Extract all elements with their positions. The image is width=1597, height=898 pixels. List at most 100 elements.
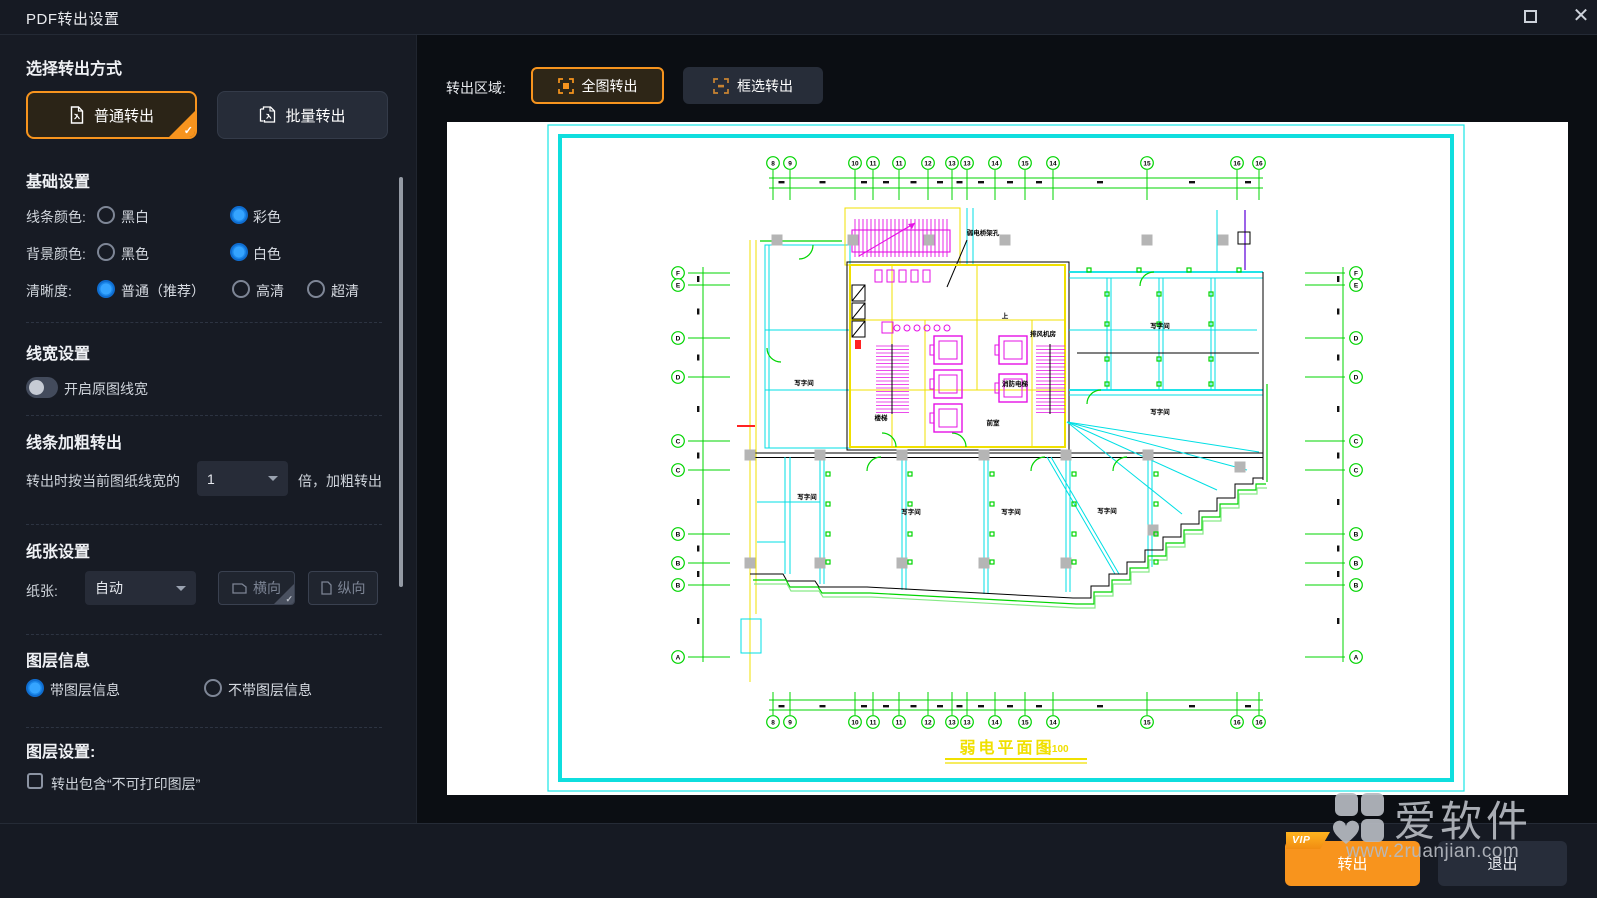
line-color-bw-label[interactable]: 黑白	[121, 209, 149, 225]
close-icon[interactable]: ✕	[1572, 5, 1590, 27]
box-select-export-label: 框选转出	[737, 77, 793, 94]
exit-button-label: 退出	[1487, 856, 1518, 873]
svg-text:16: 16	[1233, 719, 1241, 726]
box-select-export-button[interactable]: 框选转出	[683, 67, 823, 104]
bold-suffix-label: 倍，加粗转出	[298, 473, 382, 489]
svg-text:C: C	[676, 467, 681, 474]
divider	[26, 322, 382, 323]
without-layerinfo-radio[interactable]	[204, 679, 222, 697]
chevron-down-icon	[268, 476, 278, 481]
bg-color-white-label[interactable]: 白色	[253, 246, 281, 262]
nonprintable-layer-checkbox[interactable]	[27, 773, 43, 789]
titlebar: PDF转出设置 ✕	[0, 0, 1597, 35]
window-title: PDF转出设置	[26, 11, 120, 28]
divider	[26, 634, 382, 635]
portrait-button[interactable]: 纵向	[308, 571, 378, 605]
with-layerinfo-radio[interactable]	[26, 679, 44, 697]
clarity-uhd-label[interactable]: 超清	[331, 283, 359, 299]
landscape-button[interactable]: 横向 ✓	[218, 571, 295, 605]
full-drawing-export-label: 全图转出	[581, 77, 638, 94]
svg-text:写字间: 写字间	[794, 378, 814, 387]
svg-text:D: D	[676, 335, 681, 342]
svg-text:16: 16	[1233, 160, 1241, 167]
nonprintable-layer-label[interactable]: 转出包含“不可打印图层”	[51, 776, 201, 792]
svg-text:1:100: 1:100	[1043, 744, 1069, 755]
normal-export-button[interactable]: 普通转出 ✓	[26, 91, 197, 139]
line-color-color-radio[interactable]	[230, 206, 248, 224]
clarity-normal-label[interactable]: 普通（推荐）	[121, 283, 205, 299]
svg-text:上: 上	[1002, 311, 1009, 320]
svg-text:B: B	[676, 560, 681, 567]
svg-text:10: 10	[851, 160, 859, 167]
portrait-label: 纵向	[337, 580, 366, 596]
line-color-color-label[interactable]: 彩色	[253, 209, 281, 225]
svg-text:D: D	[676, 374, 681, 381]
sidebar-scrollbar[interactable]	[399, 177, 403, 587]
svg-text:11: 11	[896, 719, 903, 726]
svg-text:写字间: 写字间	[797, 492, 817, 501]
original-linewidth-toggle[interactable]	[26, 377, 58, 398]
divider	[26, 524, 382, 525]
section-layerinfo-title: 图层信息	[26, 653, 91, 670]
clarity-uhd-radio[interactable]	[307, 280, 325, 298]
svg-text:消防电梯: 消防电梯	[1002, 379, 1029, 388]
plan-dynamic: 8 8 9 9 10 10 11 11 11 11 12 12 13 13 13 13 14 14 15 15 14 14…	[671, 156, 1363, 764]
line-color-label: 线条颜色:	[26, 209, 86, 225]
batch-export-button[interactable]: 批量转出	[217, 91, 388, 139]
exit-button[interactable]: 退出	[1438, 841, 1567, 886]
section-layerset-title: 图层设置:	[26, 744, 96, 761]
svg-text:13: 13	[948, 719, 956, 726]
landscape-page-icon	[232, 583, 247, 594]
svg-text:写字间: 写字间	[901, 507, 921, 516]
svg-text:11: 11	[870, 719, 877, 726]
with-layerinfo-label[interactable]: 带图层信息	[50, 682, 120, 698]
svg-text:E: E	[676, 282, 681, 289]
svg-text:F: F	[676, 270, 680, 277]
bold-multiplier-select[interactable]: 1	[197, 461, 288, 496]
clarity-normal-radio[interactable]	[97, 280, 115, 298]
paper-size-select[interactable]: 自动	[85, 571, 196, 605]
bg-color-white-radio[interactable]	[230, 243, 248, 261]
bg-color-black-radio[interactable]	[97, 243, 115, 261]
line-color-bw-radio[interactable]	[97, 206, 115, 224]
svg-text:15: 15	[1021, 160, 1029, 167]
section-bold-title: 线条加粗转出	[26, 435, 123, 452]
svg-text:11: 11	[870, 160, 877, 167]
section-paper-title: 纸张设置	[26, 544, 91, 561]
svg-text:B: B	[1354, 560, 1359, 567]
paper-border	[547, 124, 1465, 792]
divider	[26, 727, 382, 728]
bold-prefix-label: 转出时按当前图纸线宽的	[26, 473, 180, 489]
settings-sidebar: 选择转出方式 普通转出 ✓ 批量转出 基础设置 线条颜色: 黑白 彩色	[0, 35, 417, 823]
section-linewidth-title: 线宽设置	[26, 346, 91, 363]
svg-text:C: C	[1354, 467, 1359, 474]
svg-text:13: 13	[948, 160, 956, 167]
clarity-hd-label[interactable]: 高清	[256, 283, 284, 299]
clarity-label: 清晰度:	[26, 283, 72, 299]
svg-text:B: B	[1354, 582, 1359, 589]
export-button-label: 转出	[1337, 856, 1368, 873]
svg-text:D: D	[1354, 374, 1359, 381]
svg-text:写字间: 写字间	[1001, 507, 1021, 516]
svg-text:A: A	[1354, 654, 1359, 661]
svg-text:8: 8	[771, 719, 775, 726]
bg-color-black-label[interactable]: 黑色	[121, 246, 149, 262]
svg-text:13: 13	[963, 719, 971, 726]
bg-color-label: 背景颜色:	[26, 246, 86, 262]
svg-text:写字间: 写字间	[1150, 321, 1170, 330]
original-linewidth-label[interactable]: 开启原图线宽	[64, 381, 148, 397]
export-button[interactable]: VIP 转出	[1285, 832, 1420, 886]
without-layerinfo-label[interactable]: 不带图层信息	[228, 682, 312, 698]
clarity-hd-radio[interactable]	[232, 280, 250, 298]
svg-text:D: D	[1354, 335, 1359, 342]
toggle-knob	[29, 380, 44, 395]
svg-text:B: B	[1354, 531, 1359, 538]
maximize-icon[interactable]	[1524, 10, 1537, 23]
paper-size-value: 自动	[95, 580, 123, 596]
svg-text:弱电桥架孔: 弱电桥架孔	[967, 228, 1000, 237]
svg-text:14: 14	[1049, 160, 1057, 167]
cad-floorplan: .cy{stroke:#00dfe4;fill:none;stroke-widt…	[547, 124, 1465, 792]
box-selection-icon	[713, 77, 729, 94]
full-drawing-export-button[interactable]: 全图转出	[531, 67, 664, 104]
